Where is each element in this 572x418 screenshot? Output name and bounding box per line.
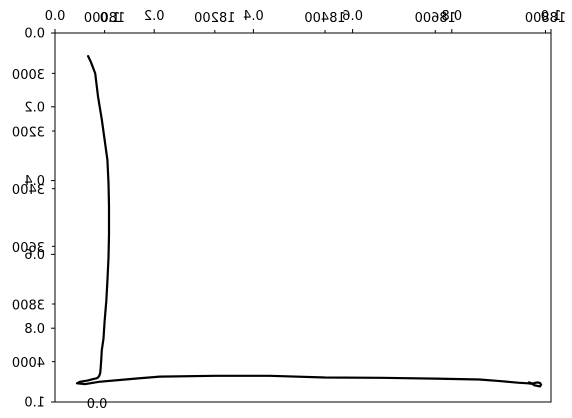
frame-x-tick-label: 0.4 [243, 9, 264, 24]
twin-x-tick-label: 18000 [84, 11, 125, 26]
frame-x-tick-label: 0.0 [45, 9, 66, 24]
frame-y-tick-label: 0.8 [24, 322, 45, 337]
frame-y-tick-label: 0.0 [24, 27, 45, 42]
twin-x-tick-label: 18400 [304, 11, 345, 26]
twin-y-tick-label: 3600 [12, 241, 45, 256]
frame-y-tick-label: 0.2 [24, 100, 45, 115]
twin-x-tick-label: 18200 [194, 11, 235, 26]
stray-label: 1.0 [100, 11, 121, 26]
frame-x-tick-label: 0.6 [342, 9, 363, 24]
twin-y-tick-label: 4000 [12, 356, 45, 371]
frame-x-tick-label: 0.8 [441, 9, 462, 24]
series-group [75, 54, 543, 388]
frame-y-tick-label: 0.4 [24, 174, 45, 189]
plot-frame [54, 32, 552, 403]
stray-label: 0.0 [87, 397, 108, 412]
plot-border [54, 32, 552, 403]
twin-y-tick-label: 3800 [12, 299, 45, 314]
series-line [75, 54, 543, 388]
axis-ticks: 0.0 0.2 0.4 0.6 0.8 1.00.00.20.40.60.81.01800… [12, 9, 566, 412]
twin-y-tick-label: 3200 [12, 126, 45, 141]
twin-x-tick-label: 18600 [415, 11, 456, 26]
twin-y-tick-label: 3000 [12, 68, 45, 83]
frame-x-tick-label: 0.2 [144, 9, 165, 24]
twin-x-tick-label: 18800 [525, 11, 566, 26]
frame-y-tick-label: 1.0 [24, 396, 45, 411]
frame-y-tick-label: 0.6 [24, 248, 45, 263]
frame-x-tick-label: 1.0 [541, 9, 562, 24]
twin-y-tick-label: 3400 [12, 183, 45, 198]
